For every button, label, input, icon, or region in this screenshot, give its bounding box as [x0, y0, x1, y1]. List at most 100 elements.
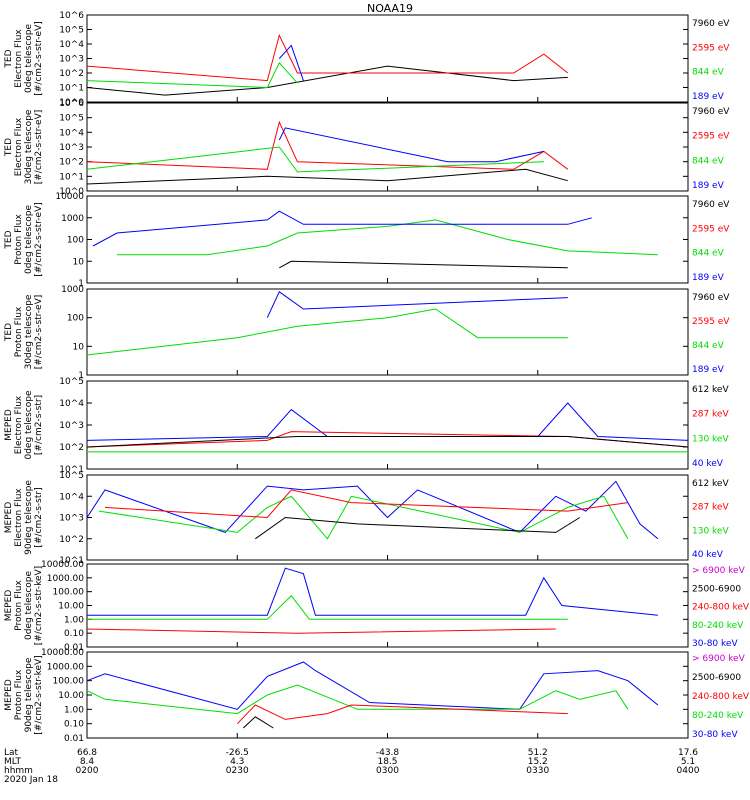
footer-lat-value: -26.5 [226, 748, 249, 758]
series-line [86, 62, 298, 89]
panel-frame [86, 102, 689, 192]
y-tick-label: 10^3 [59, 143, 84, 153]
y-tick-label: 10^2 [59, 69, 84, 79]
legend-entry: 80-240 keV [692, 621, 744, 631]
y-axis-label-line: TED [4, 49, 14, 68]
footer-label-lat: Lat [4, 748, 19, 758]
legend-entry: 240-800 keV [692, 692, 750, 702]
legend-entry: 189 eV [692, 365, 725, 375]
y-axis-label: TEDProton Flux30deg telescope[#/cm2-s-st… [4, 294, 44, 369]
series-line [117, 219, 658, 256]
y-tick-label: 10^5 [59, 26, 84, 36]
footer-hhmm-value: 0300 [376, 766, 399, 776]
y-axis-label: MEPEDElectron Flux90deg telescope[#/cm2-… [4, 480, 44, 555]
y-tick-label: 10^1 [59, 556, 84, 566]
y-axis-label-line: [#/cm2-s-str-eV] [34, 202, 44, 277]
y-axis-label-line: TED [4, 230, 14, 249]
y-axis-label-line: MEPED [4, 679, 14, 711]
legend-entry: 240-800 keV [692, 603, 750, 613]
legend-entry: 612 keV [692, 479, 729, 489]
panel-4: 1 10 100 1000 TEDProton Flux30deg telescope[… [4, 285, 730, 381]
legend-entry: 80-240 keV [692, 711, 744, 721]
footer-lat-value: 66.8 [77, 748, 97, 758]
y-tick-label: 10^2 [59, 535, 84, 545]
series-line [86, 628, 556, 634]
series-line [86, 146, 544, 173]
footer-hhmm-value: 0200 [76, 766, 99, 776]
y-tick-label: 0.01 [64, 734, 84, 744]
y-tick-label: 10^5 [59, 377, 84, 387]
series-line [86, 684, 629, 715]
y-axis-label-line: Proton Flux [14, 214, 24, 265]
legend-entry: 2595 eV [692, 43, 730, 53]
y-axis-label-line: 0deg telescope [24, 205, 34, 275]
legend-entry: 7960 eV [692, 107, 730, 117]
series-line [86, 168, 568, 185]
legend-entry: 40 keV [692, 550, 724, 560]
y-axis-label: MEPEDProton Flux90deg telescope[#/cm2-s-… [4, 655, 44, 734]
y-tick-label: 10^3 [59, 514, 84, 524]
y-tick-label: 10000.00 [41, 648, 84, 658]
series-line [266, 291, 568, 318]
legend-entry: 2595 eV [692, 132, 730, 142]
panel-frame [86, 288, 689, 376]
y-tick-label: 1 [78, 371, 84, 381]
y-axis-label: TEDElectron Flux30deg telescope[#/cm2-s-… [4, 109, 44, 184]
panel-frame [86, 195, 689, 284]
y-axis-label-line: [#/cm2-s-str] [34, 487, 44, 547]
series-line [278, 44, 304, 81]
panel-frame [86, 563, 689, 648]
footer-hhmm-value: 0230 [226, 766, 249, 776]
panel-2: 10^0 10^1 10^2 10^3 10^4 10^5 10^6 TEDElectron … [4, 99, 730, 197]
y-tick-label: 1 [78, 279, 84, 289]
y-tick-label: 100 [67, 314, 84, 324]
y-tick-label: 10000.00 [41, 560, 84, 570]
series-line [104, 489, 628, 519]
legend-entry: 844 eV [692, 156, 725, 166]
y-axis-label-line: [#/cm2-s-str-keV] [34, 566, 44, 645]
panel-5: 10^1 10^2 10^3 10^4 10^5 MEPEDElectron Flux0d… [4, 377, 729, 475]
y-axis-label-line: Proton Flux [14, 306, 24, 357]
y-axis-label-line: 0deg telescope [24, 571, 34, 641]
panel-1: 10^0 10^1 10^2 10^3 10^4 10^5 10^6 TEDElectron … [4, 11, 730, 108]
series-line [86, 33, 569, 82]
y-axis-label: MEPEDElectron Flux0deg telescope[#/cm2-s… [4, 390, 44, 460]
y-axis-label-line: Electron Flux [14, 29, 24, 88]
series-line [255, 516, 581, 540]
y-axis-label-line: [#/cm2-s-str] [34, 395, 44, 455]
series-line [87, 595, 568, 620]
footer-hhmm-value: 0330 [526, 766, 549, 776]
series-line [98, 495, 629, 540]
y-axis-label-line: [#/cm2-s-str-eV] [34, 110, 44, 185]
y-axis-label-line: 0deg telescope [24, 390, 34, 460]
y-axis-label-line: TED [4, 323, 14, 342]
y-tick-label: 1000.00 [47, 662, 84, 672]
y-tick-label: 1.00 [64, 615, 84, 625]
y-axis-label-line: [#/cm2-s-str-eV] [34, 295, 44, 370]
series-line [279, 260, 568, 269]
legend-entry: 30-80 keV [692, 730, 738, 740]
y-tick-label: 10^2 [59, 443, 84, 453]
y-tick-label: 10^1 [59, 172, 84, 182]
y-tick-label: 10^4 [59, 128, 84, 138]
series-line [86, 661, 659, 710]
y-axis-label-line: MEPED [4, 590, 14, 622]
legend-entry: 189 eV [692, 92, 725, 102]
y-axis-label-line: MEPED [4, 502, 14, 534]
y-tick-label: 10^0 [59, 98, 84, 108]
panel-3: 1 10 100 1000 10000 TEDProton Flux0deg telesc… [4, 192, 730, 289]
y-axis-label-line: Proton Flux [14, 669, 24, 720]
legend-entry: 7960 eV [692, 200, 730, 210]
footer-mlt-value: 18.5 [377, 757, 397, 767]
panels-group: 10^010^110^210^310^410^510^6TEDElectron … [4, 11, 750, 744]
legend-entry: 844 eV [692, 249, 725, 259]
legend-entry: 189 eV [692, 181, 725, 191]
y-tick-label: 10^3 [59, 55, 84, 65]
y-tick-label: 10^6 [59, 99, 84, 109]
y-tick-label: 1000 [61, 285, 84, 295]
series-line [92, 210, 592, 247]
y-tick-label: 1000.00 [47, 574, 84, 584]
panel-7: 0.010.101.0010.00100.001000.0010000.00ME… [4, 560, 750, 653]
